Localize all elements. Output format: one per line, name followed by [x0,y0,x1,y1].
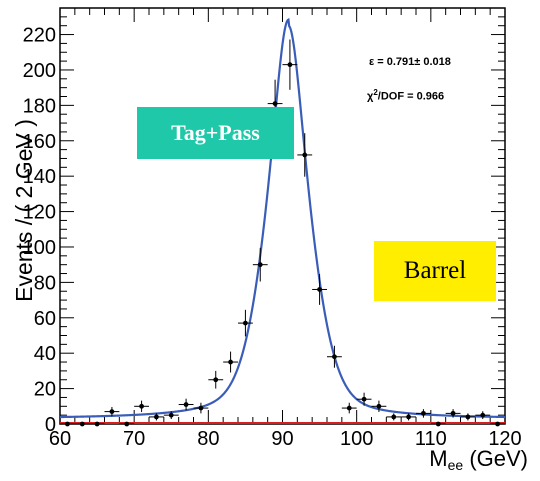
y-axis-label: Events / ( 2 GeV ) [10,118,37,302]
data-point [198,405,204,411]
barrel-box: Barrel [374,241,496,301]
y-tick-label: 0 [45,414,56,436]
data-point [332,354,337,360]
y-tick-label: 120 [23,202,56,224]
x-axis-label-sub: ee [447,457,464,473]
y-tick-label: 180 [23,95,56,117]
data-point [228,359,233,365]
data-point [406,414,411,420]
chi2-value: /DOF = 0.966 [377,90,445,103]
data-point [480,412,486,418]
data-point [317,287,322,292]
y-tick-label: 220 [23,25,56,47]
x-tick-label: 60 [49,428,71,450]
data-point [435,421,441,427]
data-point [346,405,352,411]
data-point [109,409,115,415]
y-tick-label: 60 [34,308,56,330]
x-tick-label: 70 [123,428,145,450]
data-point [391,414,397,420]
y-axis-label-container: Events / ( 2 GeV ) [6,0,42,420]
data-point [376,403,382,409]
fit-curve [59,17,506,419]
data-point [361,396,367,402]
data-point [154,414,159,420]
data-point [272,101,278,106]
data-point [450,410,456,416]
data-point [421,410,426,416]
data-point [79,421,85,427]
y-tick-label: 20 [34,379,56,401]
chi2-power: 2 [373,88,378,97]
data-point [495,421,500,427]
data-point [94,421,100,427]
y-tick-label: 160 [23,131,56,153]
y-tick-label: 40 [34,343,56,365]
efficiency-label: ε = 0.791± 0.018 [369,56,451,68]
x-axis-label-unit: (GeV) [463,446,528,471]
x-tick-label: 90 [271,428,293,450]
y-tick-label: 140 [23,166,56,188]
y-tick-label: 100 [23,237,56,259]
x-axis-label: Mee (GeV) [429,446,528,473]
chi2-label: χ2/DOF = 0.966 [367,88,444,103]
data-point [243,320,248,326]
x-axis-label-main: M [429,446,448,471]
data-point [465,414,471,420]
data-point [213,377,219,383]
data-point [139,403,144,409]
x-tick-label: 120 [488,428,521,450]
chi2-symbol: χ [367,90,374,103]
data-point [183,402,189,407]
data-point [168,412,174,418]
plot-frame [59,7,506,425]
data-point [302,152,308,158]
x-tick-label: 110 [415,428,447,450]
data-point [257,262,263,268]
data-point [124,421,130,427]
y-tick-label: 80 [34,272,56,294]
data-point [287,62,293,68]
x-tick-label: 80 [197,428,219,450]
x-tick-label: 100 [340,428,373,450]
data-point [65,421,70,427]
tag-pass-box: Tag+Pass [137,107,294,159]
y-tick-label: 200 [23,60,56,82]
